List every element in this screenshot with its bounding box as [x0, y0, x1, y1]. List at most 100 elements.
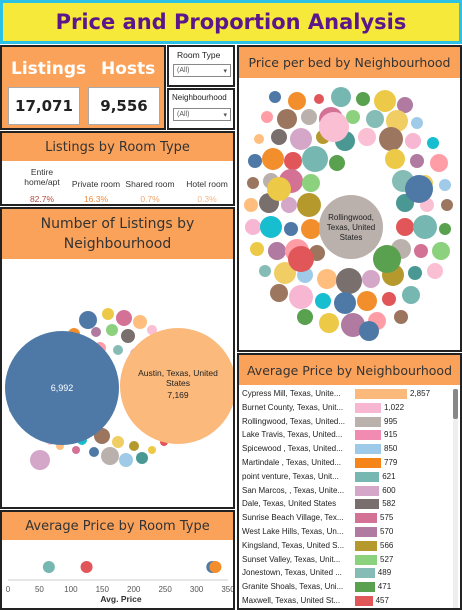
price-bar[interactable] — [355, 554, 377, 565]
neighbourhood-filter-select[interactable]: (All) ▾ — [173, 108, 231, 121]
bubble[interactable] — [385, 149, 405, 169]
bubble[interactable] — [271, 129, 287, 145]
table-row[interactable]: point venture, Texas, Unit... 621 — [239, 470, 452, 484]
bubble[interactable] — [116, 310, 132, 326]
price-bar[interactable] — [355, 499, 380, 510]
bubble[interactable] — [315, 293, 331, 309]
bubble[interactable] — [261, 111, 273, 123]
bubble[interactable] — [284, 152, 302, 170]
price-bar[interactable] — [355, 568, 375, 579]
table-row[interactable]: Lake Travis, Texas, United... 915 — [239, 428, 452, 442]
bubble[interactable] — [297, 193, 321, 217]
price-bar[interactable] — [355, 402, 381, 413]
bubble[interactable] — [245, 219, 261, 235]
bubble[interactable] — [247, 177, 259, 189]
bubble[interactable] — [262, 148, 284, 170]
bubble[interactable] — [402, 286, 420, 304]
bubble[interactable] — [113, 345, 123, 355]
bubble[interactable] — [411, 117, 423, 129]
price-bar[interactable] — [355, 485, 380, 496]
price-bar[interactable] — [355, 513, 377, 524]
table-row[interactable]: Jonestown, Texas, United ... 489 — [239, 566, 452, 580]
price-bar[interactable] — [355, 527, 377, 537]
bubble[interactable] — [405, 175, 433, 203]
room-type-price-dot[interactable] — [42, 561, 55, 573]
bubble[interactable] — [112, 436, 124, 448]
bubble[interactable] — [148, 446, 156, 454]
price-bar[interactable] — [355, 444, 381, 455]
bubble-highlight[interactable] — [319, 195, 383, 259]
bubble[interactable] — [441, 199, 453, 211]
bubble[interactable] — [129, 441, 139, 451]
room-type-filter-select[interactable]: (All) ▾ — [173, 64, 231, 77]
bubble[interactable] — [319, 313, 339, 333]
bubble[interactable] — [430, 154, 448, 172]
table-row[interactable]: West Lake Hills, Texas, Un... 570 — [239, 525, 452, 539]
bubble[interactable] — [396, 218, 414, 236]
bubble[interactable] — [334, 292, 356, 314]
table-row[interactable]: Dale, Texas, United States 582 — [239, 497, 452, 511]
bubble[interactable] — [301, 219, 321, 239]
bubble[interactable] — [331, 87, 351, 107]
bubble[interactable] — [288, 246, 314, 272]
price-bar[interactable] — [355, 430, 381, 441]
bubble-left[interactable] — [5, 331, 119, 445]
table-row[interactable]: Sunset Valley, Texas, Unit... 527 — [239, 553, 452, 567]
bubble[interactable] — [359, 321, 379, 341]
bubble[interactable] — [101, 447, 119, 465]
bubble[interactable] — [302, 174, 320, 192]
bubble[interactable] — [281, 197, 297, 213]
bubble[interactable] — [410, 154, 424, 168]
table-row[interactable]: Sunrise Beach Village, Tex... 575 — [239, 511, 452, 525]
bubble[interactable] — [30, 450, 50, 470]
bubble-right[interactable] — [120, 328, 233, 444]
bubble[interactable] — [269, 91, 281, 103]
bubble[interactable] — [408, 266, 422, 280]
bubble[interactable] — [133, 315, 147, 329]
bubble[interactable] — [147, 325, 157, 335]
bubble[interactable] — [270, 284, 288, 302]
bubble[interactable] — [72, 446, 80, 454]
room-type-price-dot[interactable] — [80, 561, 93, 573]
bubble[interactable] — [413, 215, 437, 239]
bubble[interactable] — [427, 263, 443, 279]
price-bar[interactable] — [355, 389, 407, 399]
bubble[interactable] — [254, 134, 264, 144]
price-bar[interactable] — [355, 582, 375, 593]
bubble[interactable] — [373, 245, 401, 273]
bubble[interactable] — [394, 310, 408, 324]
table-row[interactable]: San Marcos, , Texas, Unite... 600 — [239, 484, 452, 498]
bubble[interactable] — [89, 447, 99, 457]
bubble[interactable] — [379, 127, 403, 151]
table-row[interactable]: Burnet County, Texas, Unit... 1,022 — [239, 401, 452, 415]
table-row[interactable]: Granite Shoals, Texas, Uni... 471 — [239, 580, 452, 594]
bubble[interactable] — [79, 311, 97, 329]
table-row[interactable]: Rollingwood, Texas, United... 995 — [239, 415, 452, 429]
table-row[interactable]: Martindale , Texas, United... 779 — [239, 456, 452, 470]
price-bar[interactable] — [355, 458, 381, 468]
bubble[interactable] — [427, 137, 439, 149]
bubble[interactable] — [405, 133, 421, 149]
bubble[interactable] — [317, 269, 337, 289]
bubble[interactable] — [439, 179, 451, 191]
bubble[interactable] — [289, 285, 313, 309]
bubble[interactable] — [414, 244, 428, 258]
bubble[interactable] — [397, 97, 413, 113]
bubble[interactable] — [386, 110, 408, 132]
bubble[interactable] — [244, 198, 258, 212]
bubble[interactable] — [319, 112, 349, 142]
bubble[interactable] — [439, 223, 451, 235]
price-bar[interactable] — [355, 596, 373, 606]
bubble[interactable] — [382, 292, 396, 306]
scrollbar-thumb[interactable] — [453, 389, 458, 419]
bubble[interactable] — [366, 110, 384, 128]
bubble[interactable] — [274, 262, 296, 284]
bubble[interactable] — [91, 327, 101, 337]
bubble[interactable] — [248, 154, 262, 168]
bubble[interactable] — [358, 128, 376, 146]
bubble[interactable] — [250, 242, 264, 256]
bubble[interactable] — [121, 329, 135, 343]
bubble[interactable] — [432, 242, 450, 260]
bubble[interactable] — [267, 177, 291, 201]
bubble[interactable] — [260, 216, 282, 238]
